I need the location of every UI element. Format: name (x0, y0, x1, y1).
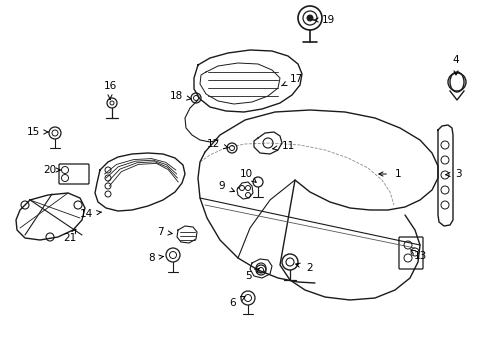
FancyBboxPatch shape (399, 237, 423, 269)
Text: 21: 21 (63, 229, 76, 243)
Text: 2: 2 (296, 263, 313, 273)
Text: 15: 15 (26, 127, 48, 137)
Text: 11: 11 (273, 141, 294, 151)
Text: 12: 12 (206, 139, 228, 149)
Text: 4: 4 (453, 55, 459, 75)
FancyBboxPatch shape (59, 164, 89, 184)
Text: 10: 10 (240, 169, 256, 182)
Text: 14: 14 (79, 209, 101, 219)
Circle shape (307, 15, 313, 21)
Text: 17: 17 (282, 74, 303, 86)
Text: 3: 3 (446, 169, 461, 179)
Text: 5: 5 (245, 269, 259, 281)
Text: 16: 16 (103, 81, 117, 99)
Text: 9: 9 (219, 181, 234, 192)
Text: 13: 13 (411, 250, 427, 261)
Text: 20: 20 (44, 165, 60, 175)
Text: 7: 7 (157, 227, 172, 237)
Text: 19: 19 (313, 15, 335, 25)
Text: 8: 8 (148, 253, 164, 263)
Text: 1: 1 (379, 169, 401, 179)
Text: 6: 6 (230, 297, 245, 308)
Text: 18: 18 (170, 91, 191, 101)
